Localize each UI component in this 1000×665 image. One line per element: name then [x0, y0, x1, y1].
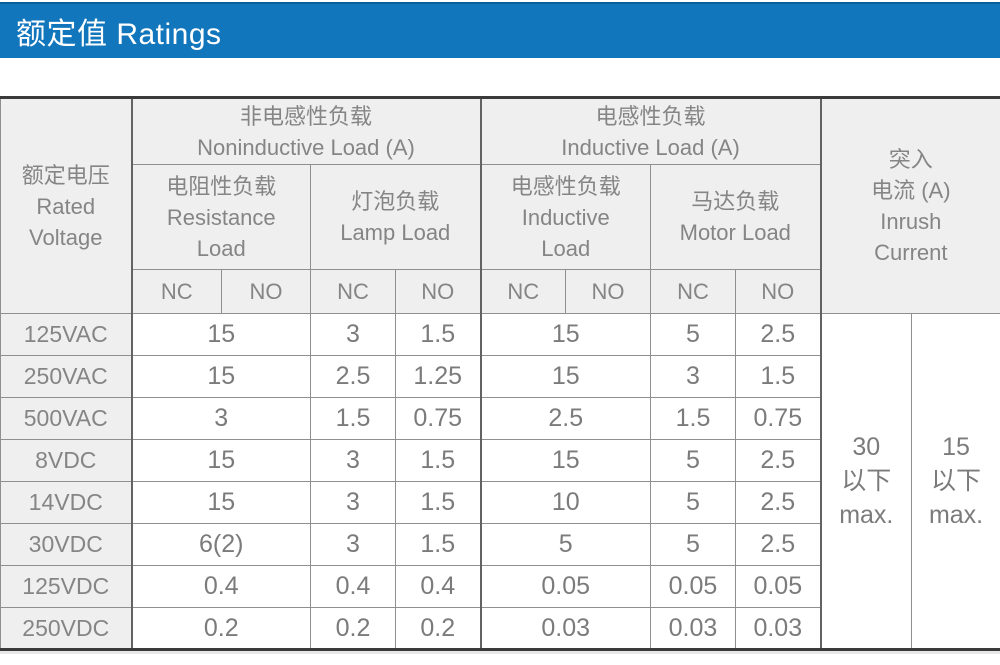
lamp-load-no-value: 1.5 [395, 523, 481, 566]
inductive-load-value: 5 [479, 523, 651, 566]
voltage-cell: 250VAC [0, 355, 133, 398]
motor-load-nc-value: 5 [650, 481, 736, 524]
noninductive-load-group-header: 非电感性负载 Noninductive Load (A) [131, 97, 481, 165]
lamp-load-nc-value: 3 [310, 439, 396, 482]
lamp-load-nc-value: 2.5 [310, 355, 396, 398]
motor-load-no-value: 0.05 [734, 565, 822, 608]
no-header: NO [734, 269, 822, 314]
voltage-cell: 8VDC [0, 439, 133, 482]
voltage-cell: 250VDC [0, 607, 133, 650]
lamp-load-no-value: 1.5 [395, 481, 481, 524]
lamp-load-no-value: 0.4 [395, 565, 481, 608]
lamp-load-no-value: 1.5 [395, 313, 481, 356]
lamp-load-nc-value: 0.2 [310, 607, 396, 650]
voltage-cell: 30VDC [0, 523, 133, 566]
lamp-load-no-value: 1.25 [395, 355, 481, 398]
rated-voltage-header: 额定电压 Rated Voltage [0, 97, 133, 314]
table-row: 125VAC 15 3 1.5 15 5 2.5 30 以下 max. 15 以… [0, 313, 1000, 650]
table-row: 250VDC 0.2 0.2 0.2 0.03 0.03 0.03 [0, 607, 1000, 650]
section-title: 额定值 Ratings [16, 18, 222, 51]
motor-load-no-value: 2.5 [734, 439, 822, 482]
inductive-load-value: 0.05 [479, 565, 651, 608]
inductive-load-value: 10 [479, 481, 651, 524]
lamp-load-nc-value: 3 [310, 523, 396, 566]
motor-load-nc-value: 5 [650, 439, 736, 482]
inrush-15-max-cell: 15 以下 max. [911, 313, 1000, 650]
resistance-load-value: 0.2 [131, 607, 311, 650]
lamp-load-no-value: 0.2 [395, 607, 481, 650]
inductive-load-group-header: 电感性负载 Inductive Load (A) [479, 97, 822, 165]
inductive-load-value: 15 [479, 439, 651, 482]
table-row: 250VAC 15 2.5 1.25 15 3 1.5 [0, 355, 1000, 398]
resistance-load-value: 0.4 [131, 565, 311, 608]
table-row: 8VDC 15 3 1.5 15 5 2.5 [0, 439, 1000, 482]
lamp-load-no-value: 1.5 [395, 439, 481, 482]
inrush-current-header: 突入 电流 (A) Inrush Current [819, 97, 1000, 314]
nc-header: NC [479, 269, 566, 314]
inductive-load-header: 电感性负载 Inductive Load [479, 164, 651, 270]
inductive-load-value: 2.5 [479, 397, 651, 440]
no-header: NO [565, 269, 651, 314]
voltage-cell: 125VDC [0, 565, 133, 608]
motor-load-nc-value: 5 [650, 313, 736, 356]
motor-load-no-value: 1.5 [734, 355, 822, 398]
resistance-load-value: 15 [131, 313, 311, 356]
motor-load-nc-value: 3 [650, 355, 736, 398]
lamp-load-no-value: 0.75 [395, 397, 481, 440]
nc-header: NC [131, 269, 222, 314]
inductive-load-value: 15 [479, 313, 651, 356]
resistance-load-value: 3 [131, 397, 311, 440]
resistance-load-value: 15 [131, 481, 311, 524]
voltage-cell: 14VDC [0, 481, 133, 524]
subheader-row: 电阻性负载 Resistance Load 灯泡负载 Lamp Load 电感性… [1, 164, 1000, 270]
inductive-load-value: 15 [479, 355, 651, 398]
motor-load-no-value: 2.5 [734, 523, 822, 566]
nc-header: NC [310, 269, 396, 314]
table-row: 125VDC 0.4 0.4 0.4 0.05 0.05 0.05 [0, 565, 1000, 608]
motor-load-no-value: 0.03 [734, 607, 822, 650]
nc-header: NC [650, 269, 736, 314]
spacer [0, 58, 1000, 96]
resistance-load-header: 电阻性负载 Resistance Load [131, 164, 311, 270]
contact-form-header-row: NC NO NC NO NC NO NC NO [1, 269, 1000, 314]
motor-load-header: 马达负载 Motor Load [649, 164, 822, 270]
bottom-edge [0, 651, 1000, 654]
no-header: NO [395, 269, 481, 314]
motor-load-nc-value: 0.03 [650, 607, 736, 650]
section-header-bar: 额定值 Ratings [0, 2, 1000, 58]
lamp-load-nc-value: 3 [310, 313, 396, 356]
table-row: 30VDC 6(2) 3 1.5 5 5 2.5 [0, 523, 1000, 566]
table-row: 500VAC 3 1.5 0.75 2.5 1.5 0.75 [0, 397, 1000, 440]
motor-load-nc-value: 0.05 [650, 565, 736, 608]
motor-load-nc-value: 1.5 [650, 397, 736, 440]
group-header-row: 额定电压 Rated Voltage 非电感性负载 Noninductive L… [0, 97, 1000, 314]
voltage-cell: 125VAC [0, 313, 133, 356]
motor-load-no-value: 0.75 [734, 397, 822, 440]
lamp-load-nc-value: 0.4 [310, 565, 396, 608]
resistance-load-value: 15 [131, 439, 311, 482]
inrush-30-max-cell: 30 以下 max. [819, 313, 913, 650]
motor-load-no-value: 2.5 [734, 481, 822, 524]
lamp-load-header: 灯泡负载 Lamp Load [310, 164, 481, 270]
lamp-load-nc-value: 3 [310, 481, 396, 524]
inductive-load-value: 0.03 [479, 607, 651, 650]
lamp-load-nc-value: 1.5 [310, 397, 396, 440]
resistance-load-value: 15 [131, 355, 311, 398]
ratings-table: 额定电压 Rated Voltage 非电感性负载 Noninductive L… [0, 96, 1000, 651]
motor-load-no-value: 2.5 [734, 313, 822, 356]
voltage-cell: 500VAC [0, 397, 133, 440]
motor-load-nc-value: 5 [650, 523, 736, 566]
resistance-load-value: 6(2) [131, 523, 311, 566]
no-header: NO [221, 269, 311, 314]
